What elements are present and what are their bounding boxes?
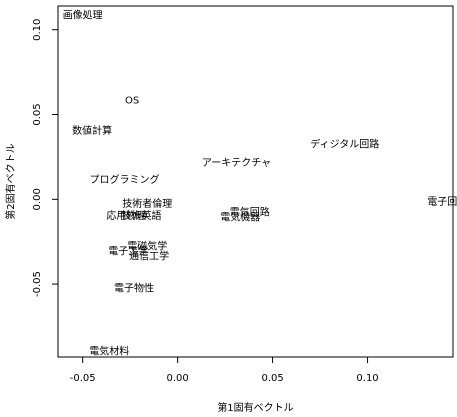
x-axis: -0.05 0.00 0.05 0.10 [70, 357, 379, 384]
point-label: 電気機器 [220, 210, 260, 223]
point-label: 画像処理 [63, 9, 103, 22]
point-label: 応用物理 [106, 209, 146, 222]
x-tick-label: 0.05 [261, 373, 283, 384]
point-label: OS [125, 95, 139, 106]
point-label: 技術者倫理 [122, 197, 172, 210]
point-label: 電磁気学 [127, 239, 167, 252]
point-label: ディジタル回路 [310, 138, 379, 151]
point-label: アーキテクチャ [202, 157, 271, 169]
y-tick-label: -0.05 [32, 271, 43, 297]
x-axis-label: 第1固有ベクトル [217, 401, 293, 414]
y-tick-label: 0.05 [32, 103, 43, 125]
point-label: 電子物性 [114, 282, 154, 295]
point-label: プログラミング [89, 173, 159, 186]
point-label: 電子回路 [427, 195, 457, 208]
y-tick-label: 0.00 [32, 188, 43, 210]
plot-frame [57, 5, 454, 358]
point-label: 電子工学 [108, 244, 148, 257]
point-label: 技術英語 [122, 209, 162, 222]
y-axis: -0.05 0.00 0.05 0.10 [32, 19, 58, 297]
point-label: 電気回路 [230, 205, 270, 218]
y-tick-label: 0.10 [32, 19, 43, 41]
point-label: 通信工学 [129, 249, 169, 262]
x-tick-label: -0.05 [70, 373, 96, 384]
point-label: 数値計算 [72, 124, 112, 137]
x-tick-label: 0.10 [356, 373, 378, 384]
point-label: 電気材料 [89, 344, 129, 357]
y-axis-label: 第2固有ベクトル [4, 143, 17, 219]
x-tick-label: 0.00 [167, 373, 189, 384]
point-labels: 画像処理 OS 数値計算プログラミング技術者倫理応用物理技術英語電磁気学電子工学通信… [63, 9, 457, 358]
